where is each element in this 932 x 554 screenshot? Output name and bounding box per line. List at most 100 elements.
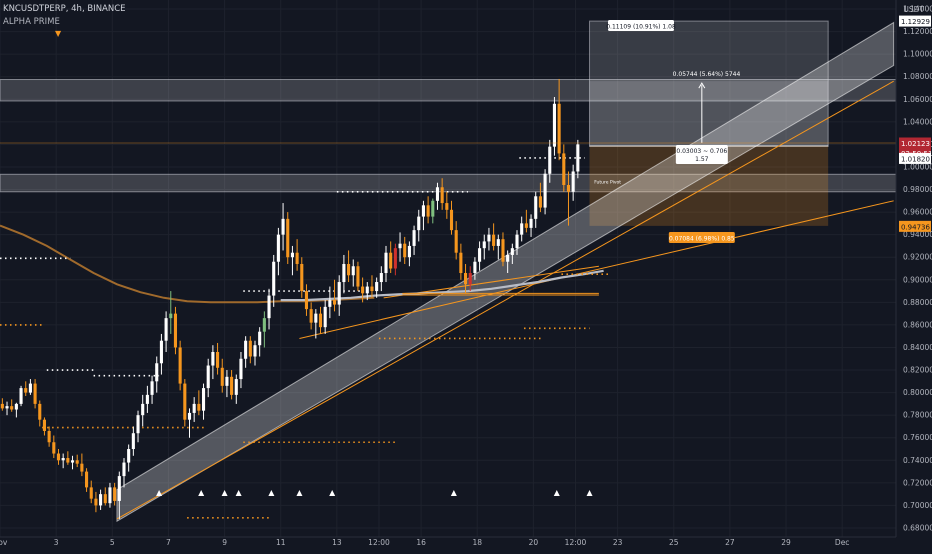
price-tick-label: 0.92000 bbox=[903, 253, 932, 262]
trend-line bbox=[116, 80, 894, 520]
price-tick-label: 1.04000 bbox=[903, 117, 932, 126]
candle bbox=[272, 254, 276, 307]
candle-body bbox=[70, 460, 75, 463]
candle-body bbox=[220, 367, 224, 386]
candle-body bbox=[552, 103, 556, 147]
candle bbox=[309, 302, 313, 330]
price-tick-label: 0.84000 bbox=[903, 343, 932, 352]
candle bbox=[449, 200, 454, 235]
candle bbox=[108, 482, 112, 508]
candle-body bbox=[576, 144, 580, 172]
candle-body bbox=[454, 230, 458, 253]
price-tick-label: 0.82000 bbox=[903, 366, 932, 375]
candle bbox=[478, 241, 482, 271]
candle bbox=[201, 383, 206, 420]
candle-body bbox=[122, 462, 126, 477]
candles bbox=[0, 78, 580, 519]
candle bbox=[197, 390, 201, 416]
candle-body bbox=[28, 383, 32, 393]
candle-body bbox=[482, 241, 486, 249]
candle bbox=[534, 191, 538, 228]
candle bbox=[379, 266, 383, 292]
candle-body bbox=[187, 412, 192, 420]
candle bbox=[389, 241, 393, 274]
candle bbox=[290, 245, 294, 276]
candle bbox=[56, 449, 61, 465]
candle bbox=[225, 370, 229, 398]
candle-body bbox=[192, 403, 196, 413]
indicator-marker-icon[interactable]: ▼ bbox=[55, 29, 62, 38]
candle-body bbox=[463, 273, 468, 285]
price-label-text: 0.94736 bbox=[901, 223, 930, 231]
candle-body bbox=[398, 243, 402, 249]
time-tick-label: 25 bbox=[669, 538, 679, 547]
candle bbox=[10, 399, 14, 412]
price-label-text: 1.01820 bbox=[901, 155, 930, 163]
candle bbox=[136, 410, 140, 443]
candle bbox=[515, 230, 519, 255]
candle bbox=[538, 182, 542, 213]
candle bbox=[417, 209, 421, 242]
candle bbox=[361, 277, 365, 303]
signal-up-icon bbox=[268, 490, 275, 496]
target-label: 0.05744 (5.64%) 5744 bbox=[673, 71, 741, 78]
price-tick-label: 0.70000 bbox=[903, 501, 932, 510]
candle-body bbox=[412, 230, 416, 246]
candle bbox=[24, 381, 28, 396]
candle-body bbox=[141, 403, 145, 416]
candle bbox=[216, 342, 220, 375]
candle bbox=[445, 191, 449, 219]
price-label-bg bbox=[899, 137, 931, 149]
candle bbox=[117, 471, 121, 519]
candle-body bbox=[449, 209, 454, 231]
candle bbox=[473, 257, 477, 280]
candle-body bbox=[347, 263, 351, 276]
candle-body bbox=[492, 234, 496, 246]
candle bbox=[38, 400, 42, 427]
candle bbox=[183, 379, 187, 427]
candle-body bbox=[80, 463, 84, 472]
time-axis: Nov 3 5 7 9 11 13 12:00 16 18 20 12:00 23 25 27 29 Dec bbox=[0, 538, 849, 547]
candle bbox=[206, 358, 210, 398]
candle bbox=[141, 394, 145, 427]
candle bbox=[375, 277, 379, 298]
candle-body bbox=[318, 313, 323, 328]
time-tick-label: 3 bbox=[54, 538, 59, 547]
candle bbox=[403, 236, 407, 264]
candle-body bbox=[501, 239, 505, 262]
candle-body bbox=[281, 218, 285, 235]
price-unit-label: USDT bbox=[903, 5, 924, 14]
signal-up-icon bbox=[235, 490, 242, 496]
candle-body bbox=[150, 381, 154, 395]
candle-body bbox=[337, 282, 341, 305]
candle-body bbox=[524, 223, 528, 228]
price-tick-label: 0.72000 bbox=[903, 478, 932, 487]
indicator-name: ALPHA PRIME bbox=[3, 17, 60, 27]
candle-body bbox=[89, 487, 93, 499]
signal-up-icon bbox=[586, 490, 593, 496]
candle-body bbox=[534, 196, 538, 219]
candle-body bbox=[19, 388, 23, 404]
candle-body bbox=[211, 351, 215, 366]
price-tick-label: 0.68000 bbox=[903, 524, 932, 533]
price-label-bg bbox=[899, 15, 931, 27]
candle-body bbox=[127, 449, 131, 463]
time-tick-label: 7 bbox=[166, 538, 171, 547]
candle-body bbox=[332, 300, 337, 305]
candle-body bbox=[314, 313, 318, 323]
price-tick-label: 0.80000 bbox=[903, 388, 932, 397]
candle-body bbox=[113, 487, 117, 501]
candle bbox=[14, 402, 18, 418]
candle-body bbox=[136, 415, 140, 434]
candle bbox=[258, 327, 262, 357]
price-tick-label: 1.14000 bbox=[903, 5, 932, 14]
candle bbox=[85, 468, 89, 492]
time-tick-label: Nov bbox=[0, 538, 8, 547]
candle bbox=[220, 358, 224, 393]
candle bbox=[468, 266, 472, 292]
candle bbox=[323, 300, 327, 334]
candle bbox=[318, 306, 323, 334]
trend-line bbox=[299, 200, 894, 339]
